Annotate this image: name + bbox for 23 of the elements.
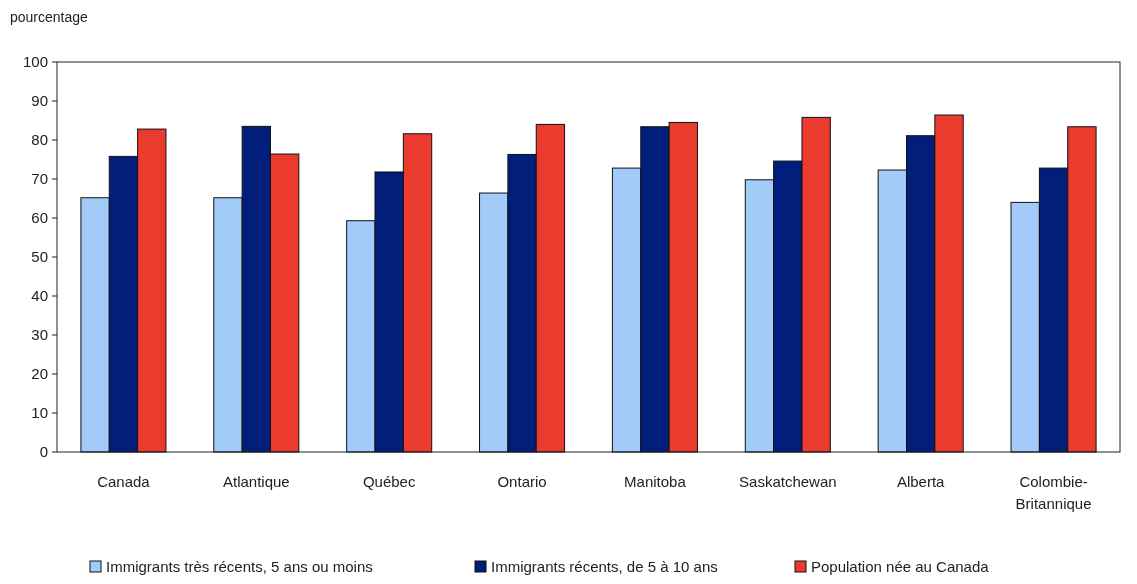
x-tick-label: Saskatchewan — [739, 473, 837, 490]
y-tick-label: 50 — [31, 248, 48, 266]
x-tick-label: Canada — [97, 473, 151, 490]
y-tick-label: 20 — [31, 365, 48, 383]
legend-label: Population née au Canada — [811, 558, 990, 575]
y-tick-label: 30 — [31, 326, 48, 344]
y-tick-label: 40 — [31, 287, 48, 305]
y-tick-label: 60 — [31, 209, 48, 227]
legend-label: Immigrants très récents, 5 ans ou moins — [106, 558, 373, 575]
x-tick-label: Ontario — [497, 473, 547, 490]
x-tick-label: Québec — [362, 473, 416, 490]
y-tick-label: 100 — [22, 53, 48, 71]
y-tick-label: 0 — [39, 443, 48, 461]
y-tick-label: 70 — [31, 170, 48, 188]
x-tick-label: Colombie-Britannique — [1015, 473, 1092, 512]
x-tick-label: Manitoba — [624, 473, 687, 490]
x-tick-label: Alberta — [896, 473, 946, 490]
y-tick-label: 10 — [31, 404, 48, 422]
legend-label: Immigrants récents, de 5 à 10 ans — [491, 558, 718, 575]
y-tick-label: 80 — [31, 131, 48, 149]
y-tick-label: 90 — [31, 92, 48, 110]
x-tick-label: Atlantique — [222, 473, 290, 490]
y-axis-title: pourcentage — [10, 9, 89, 25]
